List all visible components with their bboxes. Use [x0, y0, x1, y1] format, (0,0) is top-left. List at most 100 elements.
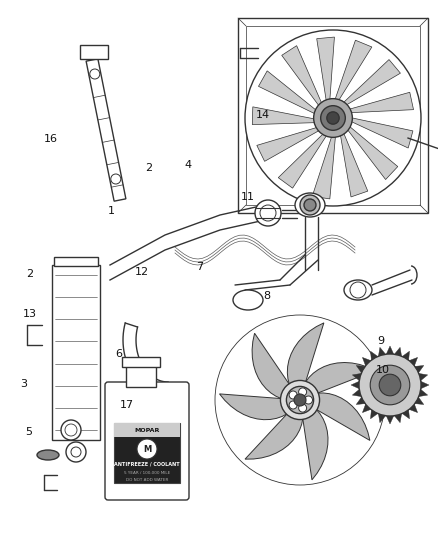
Circle shape	[71, 447, 81, 457]
Circle shape	[299, 388, 307, 396]
Polygon shape	[371, 410, 378, 419]
Polygon shape	[371, 351, 378, 360]
Polygon shape	[421, 381, 429, 389]
Circle shape	[289, 391, 297, 399]
Circle shape	[260, 205, 276, 221]
Polygon shape	[317, 37, 335, 103]
Text: 5 YEAR / 100,000 MILE: 5 YEAR / 100,000 MILE	[124, 471, 170, 475]
Polygon shape	[378, 348, 385, 356]
Ellipse shape	[233, 290, 263, 310]
Text: 7: 7	[196, 262, 203, 271]
Polygon shape	[245, 414, 303, 459]
Polygon shape	[362, 358, 371, 366]
Polygon shape	[282, 46, 323, 108]
Polygon shape	[341, 60, 400, 107]
Polygon shape	[351, 381, 359, 389]
Circle shape	[280, 381, 320, 419]
Ellipse shape	[37, 450, 59, 460]
Polygon shape	[258, 71, 318, 115]
Polygon shape	[409, 404, 417, 413]
Text: DO NOT ADD WATER: DO NOT ADD WATER	[126, 478, 168, 482]
Polygon shape	[415, 366, 424, 373]
Circle shape	[379, 374, 401, 396]
Circle shape	[370, 365, 410, 405]
Text: 9: 9	[378, 336, 385, 346]
Polygon shape	[394, 348, 402, 356]
Bar	[80, 45, 108, 59]
Circle shape	[321, 106, 345, 131]
Polygon shape	[356, 366, 365, 373]
Polygon shape	[419, 374, 427, 381]
Text: 6: 6	[115, 350, 122, 359]
Text: M: M	[143, 445, 151, 454]
Polygon shape	[303, 409, 328, 480]
Polygon shape	[86, 59, 126, 201]
Circle shape	[294, 394, 306, 406]
Circle shape	[304, 396, 312, 404]
Polygon shape	[287, 323, 324, 385]
Bar	[238, 18, 428, 213]
Polygon shape	[316, 393, 370, 440]
Polygon shape	[409, 358, 417, 366]
Polygon shape	[415, 397, 424, 405]
Circle shape	[359, 354, 421, 416]
Polygon shape	[349, 117, 413, 148]
Ellipse shape	[295, 193, 325, 217]
Polygon shape	[402, 351, 410, 360]
Circle shape	[65, 424, 77, 436]
Circle shape	[286, 386, 314, 414]
Circle shape	[289, 401, 297, 409]
Polygon shape	[219, 394, 287, 419]
Polygon shape	[257, 127, 321, 161]
Text: 12: 12	[135, 267, 149, 277]
Polygon shape	[312, 134, 336, 199]
Polygon shape	[340, 131, 368, 197]
Bar	[246, 26, 420, 205]
Text: 16: 16	[43, 134, 57, 143]
Text: 14: 14	[256, 110, 270, 119]
Text: ANTIFREEZE / COOLANT: ANTIFREEZE / COOLANT	[114, 462, 180, 466]
Circle shape	[299, 404, 307, 412]
Polygon shape	[352, 374, 361, 381]
Polygon shape	[394, 414, 402, 423]
Polygon shape	[352, 390, 361, 397]
Text: 10: 10	[376, 366, 390, 375]
Circle shape	[245, 30, 421, 206]
FancyBboxPatch shape	[105, 382, 189, 500]
Circle shape	[61, 420, 81, 440]
Text: 2: 2	[26, 270, 33, 279]
Polygon shape	[278, 132, 328, 188]
Circle shape	[304, 199, 316, 211]
Polygon shape	[346, 125, 398, 180]
Text: 3: 3	[21, 379, 28, 389]
Text: 5: 5	[25, 427, 32, 437]
Text: 11: 11	[240, 192, 254, 202]
Bar	[52, 265, 100, 440]
Ellipse shape	[344, 280, 372, 300]
Circle shape	[255, 200, 281, 226]
Polygon shape	[334, 40, 372, 103]
Text: 4: 4	[185, 160, 192, 170]
Polygon shape	[252, 333, 290, 399]
Text: MOPAR: MOPAR	[134, 427, 160, 432]
Polygon shape	[305, 362, 375, 393]
Text: 2: 2	[145, 163, 152, 173]
Polygon shape	[386, 416, 394, 424]
Bar	[54, 257, 98, 266]
Polygon shape	[419, 390, 427, 397]
Polygon shape	[378, 414, 385, 423]
Polygon shape	[356, 397, 365, 405]
Polygon shape	[362, 404, 371, 413]
Circle shape	[350, 282, 366, 298]
Polygon shape	[386, 346, 394, 354]
Text: 17: 17	[120, 400, 134, 410]
Circle shape	[111, 174, 121, 184]
Bar	[126, 365, 156, 387]
Circle shape	[90, 69, 100, 79]
Circle shape	[300, 195, 320, 215]
Text: 8: 8	[264, 291, 271, 301]
Bar	[114, 423, 180, 437]
Bar	[114, 423, 180, 483]
Circle shape	[314, 99, 352, 138]
Bar	[122, 357, 160, 367]
